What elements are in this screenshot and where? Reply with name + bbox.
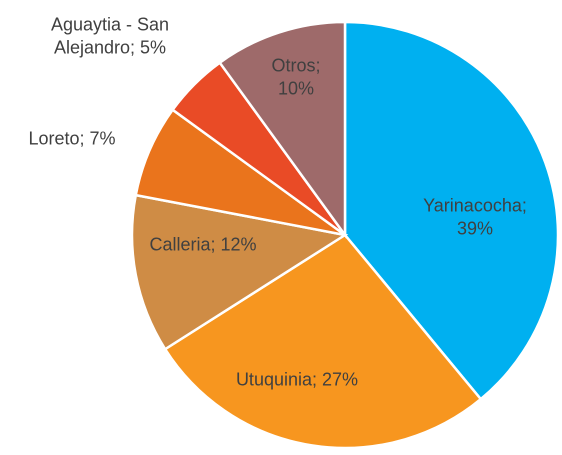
slice-label: Otros; 10% [256,55,336,102]
value-label: 5% [140,38,167,58]
slice-label: Calleria; 12% [113,233,293,256]
category-name: Otros [271,55,316,76]
category-name: Calleria [149,234,211,255]
category-name: Utuquinia [235,369,312,390]
pie-slice [130,193,349,351]
pie-slice [163,233,483,450]
slice-label: Aguaytia - San Alejandro; 5% [30,14,190,61]
category-name: Yarinacocha [423,195,522,216]
value-label: 27% [322,369,359,390]
slice-label: Utuquinia; 27% [187,368,407,391]
pie-slice [343,20,560,401]
label-separator: ; [210,234,216,255]
label-separator: ; [521,195,527,216]
label-separator: ; [312,369,318,390]
slice-label: Yarinacocha; 39% [405,195,545,242]
category-name: Aguaytia - San Alejandro [50,14,170,58]
value-label: 7% [89,128,116,149]
label-separator: ; [79,128,85,149]
value-label: 10% [277,79,315,99]
slice-label: Loreto; 7% [2,127,142,150]
label-separator: ; [130,38,136,58]
value-label: 39% [456,219,494,239]
value-label: 12% [220,234,257,255]
category-name: Loreto [28,128,80,149]
label-separator: ; [315,55,321,76]
pie-slice [218,20,347,239]
